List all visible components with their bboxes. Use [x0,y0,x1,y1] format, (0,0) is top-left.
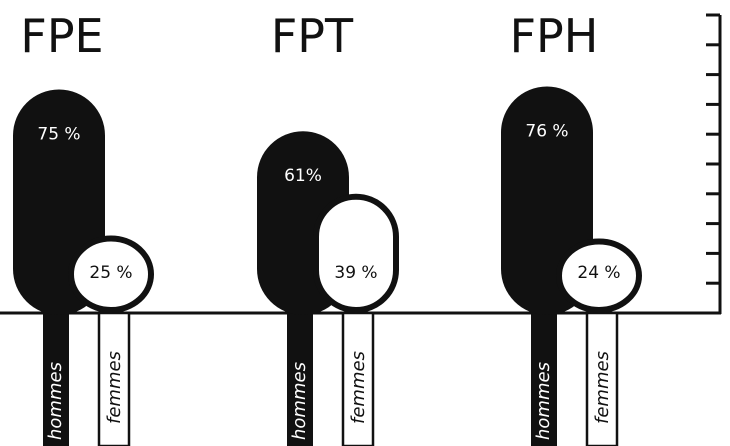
category-label: FPT [271,9,354,63]
series-label-hommes: hommes [45,362,66,440]
category-label: FPE [20,9,103,63]
stem-hommes [287,313,313,446]
series-label-femmes: femmes [104,351,125,424]
stem-hommes [43,313,69,446]
bar-femmes [556,238,642,313]
series-label-hommes: hommes [533,362,554,440]
data-label-femmes: 25 % [89,263,132,283]
stem-femmes [97,311,131,446]
data-label-hommes: 61% [284,166,322,186]
stem-femmes [585,311,619,446]
data-label-femmes: 24 % [577,263,620,283]
series-label-femmes: femmes [348,351,369,424]
data-label-hommes: 76 % [525,122,568,142]
category-label: FPH [510,9,599,63]
series-label-hommes: hommes [289,362,310,440]
labels: FPE 75 % 25 % hommes femmes FPT 61% 39 % hommes f… [20,9,620,440]
bar-femmes [68,235,154,313]
data-label-femmes: 39 % [334,263,377,283]
stem-hommes [531,313,557,446]
stem-femmes [341,311,375,446]
bars [13,86,642,446]
bar-femmes [313,193,399,313]
series-label-femmes: femmes [592,351,613,424]
data-label-hommes: 75 % [37,125,80,145]
